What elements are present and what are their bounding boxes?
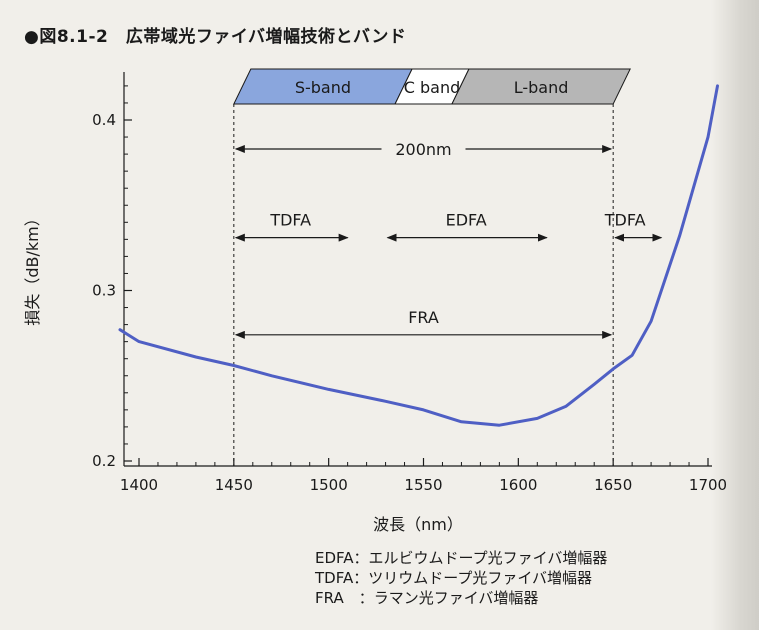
legend-row-fra: FRA ：ラマン光ファイバ増幅器 <box>315 589 539 607</box>
chart-axes: 1400 1450 1500 1550 1600 1650 1700 0.2 0.3 0.4 <box>92 72 727 494</box>
range-label: EDFA <box>446 211 487 230</box>
amplifier-ranges: 200nm TDFA EDFA TDFA FRA <box>234 140 663 339</box>
x-tick-label: 1600 <box>499 476 537 494</box>
x-tick-label: 1450 <box>215 476 253 494</box>
y-axis-label: 損失（dB/km） <box>23 210 42 325</box>
figure-title: ●図8.1-2 広帯域光ファイバ増幅技術とバンド <box>24 27 407 47</box>
y-tick-label: 0.4 <box>92 111 116 129</box>
band-labels: S-band C band L-band <box>233 68 631 105</box>
band-segment <box>451 68 631 105</box>
abbreviation-legend: EDFA：エルビウムドープ光ファイバ増幅器 TDFA：ツリウムドープ光ファイバ増… <box>315 548 607 608</box>
range-label: 200nm <box>395 140 451 159</box>
range-label: TDFA <box>269 211 311 230</box>
range-label: TDFA <box>604 211 646 230</box>
x-tick-label: 1650 <box>594 476 632 494</box>
band-label: L-band <box>514 78 569 97</box>
x-axis-label: 波長（nm） <box>373 515 463 534</box>
legend-row-tdfa: TDFA：ツリウムドープ光ファイバ増幅器 <box>315 569 593 587</box>
x-tick-label: 1700 <box>689 476 727 494</box>
band-label: C band <box>404 78 461 97</box>
band-label: S-band <box>295 78 351 97</box>
range-label: FRA <box>408 308 439 327</box>
loss-curve <box>118 84 719 427</box>
x-tick-label: 1400 <box>120 476 158 494</box>
x-tick-label: 1550 <box>404 476 442 494</box>
x-tick-label: 1500 <box>310 476 348 494</box>
page-edge-shadow <box>711 0 759 630</box>
y-tick-label: 0.2 <box>92 452 116 470</box>
loss-curve-group <box>118 84 719 427</box>
y-tick-label: 0.3 <box>92 282 116 300</box>
legend-row-edfa: EDFA：エルビウムドープ光ファイバ増幅器 <box>315 549 608 567</box>
